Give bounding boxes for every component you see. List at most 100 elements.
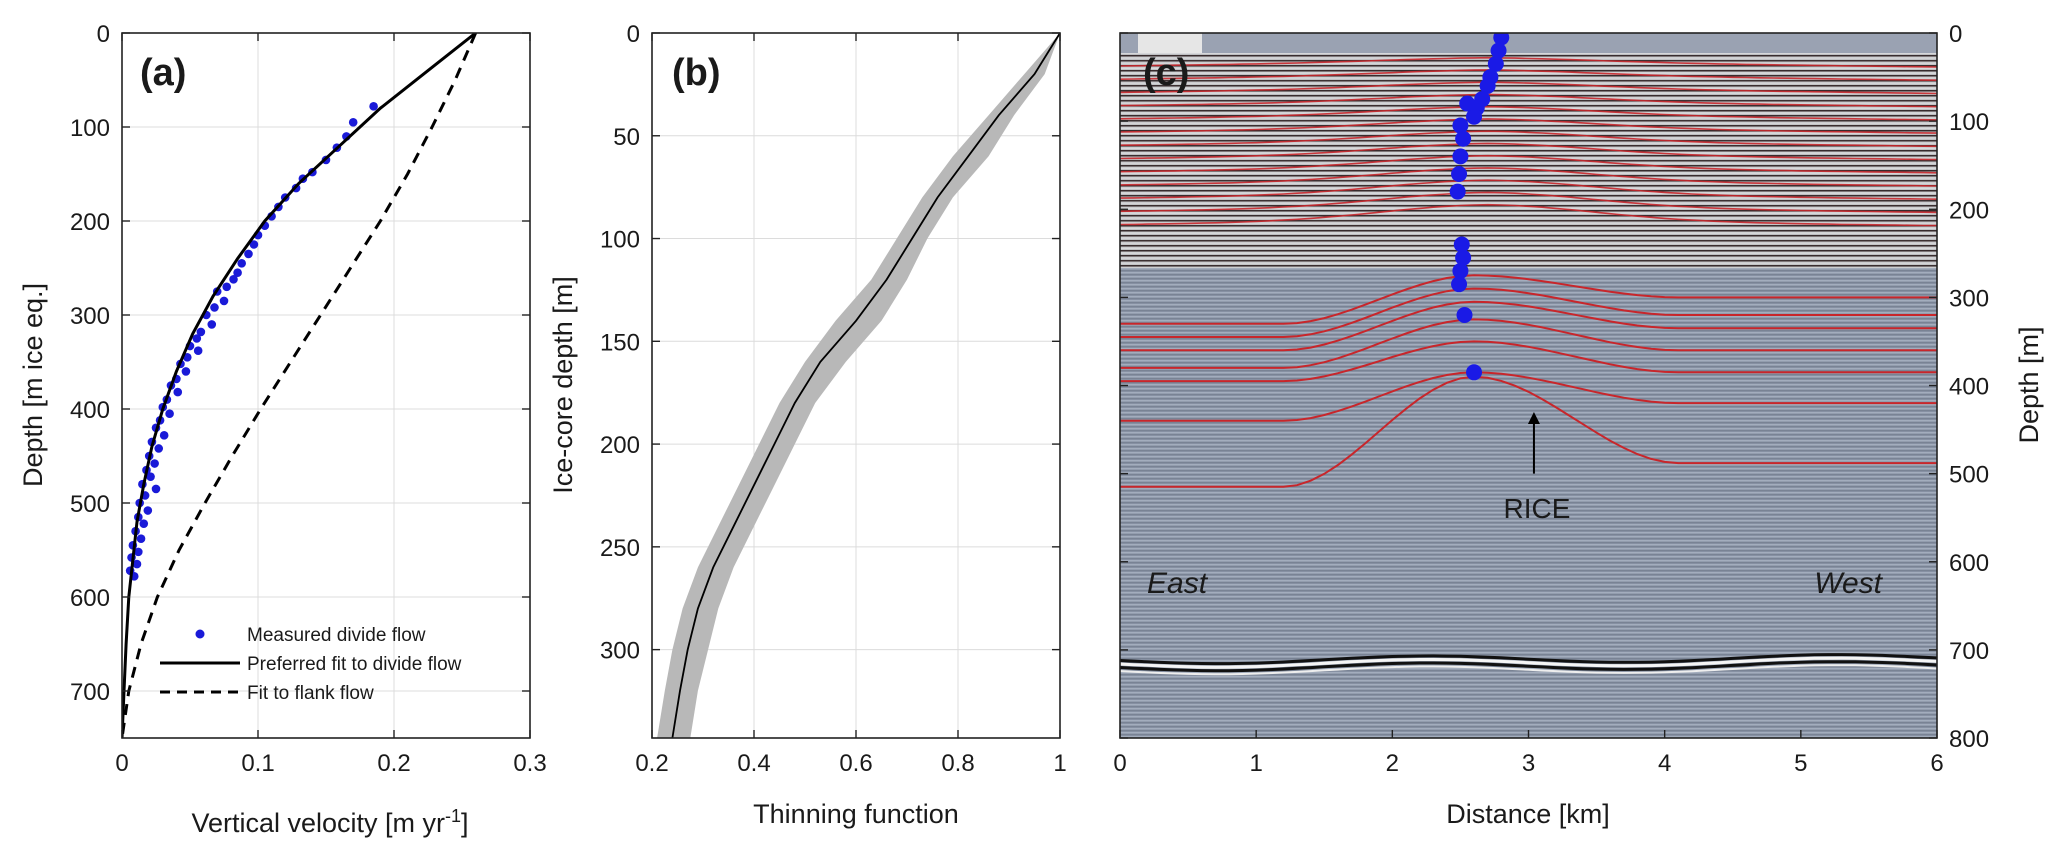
flow-marker [1490,42,1507,59]
scatter-point [229,274,238,284]
panel-b-ticks: 0.2 0.4 0.6 0.8 1 0 50 100 150 200 250 300 [600,21,1067,777]
tick-label-y: 300 [1949,285,1989,312]
tick-label-y: 300 [70,303,110,330]
scatter-point [134,547,143,557]
rice-arrow-head [1527,411,1540,424]
isochrone-upper [1120,167,1937,187]
panel-c: 0 1 2 3 4 5 6 0 100 200 300 400 500 600 700 800 (c) Eas… [1113,21,2044,829]
tick-label-y: 300 [600,638,640,665]
panel-a-ticks: 0 0.1 0.2 0.3 0 100 200 300 400 500 600 700 [70,21,547,777]
flow-marker [1466,364,1483,381]
panel-a-grid [121,32,531,738]
tick-label-x: 3 [1522,750,1535,777]
scatter-point [233,268,242,278]
tick-label-x: 1 [1053,750,1066,777]
annotation-rice: RICE [1504,493,1571,524]
panel-c-xlabel: Distance [km] [1446,799,1610,829]
panel-a-xlabel-main: Vertical velocity [m yr [191,808,445,838]
panel-a-xlabel-end: ] [461,808,469,838]
flow-marker [1449,183,1466,200]
panel-a-legend: Measured divide flow Preferred fit to di… [160,625,462,704]
flow-marker [1459,95,1476,112]
isochrone-upper [1120,81,1937,95]
radargram-bed-reflection [1120,653,1937,676]
flow-marker [1455,249,1472,266]
legend-label-preferred: Preferred fit to divide flow [247,654,462,675]
tick-label-y: 700 [1949,638,1989,665]
flow-marker [1451,276,1468,293]
panel-a-label: (a) [140,52,186,94]
tick-label-y: 600 [70,585,110,612]
scatter-point [237,259,246,268]
tick-label-y: 100 [70,115,110,142]
panel-b-grid [651,32,1061,738]
legend-label-flank: Fit to flank flow [247,683,374,704]
scatter-point [182,353,192,362]
flow-marker [1456,307,1473,323]
isochrone-upper [1120,118,1937,134]
radargram-top-highlight [1138,33,1202,53]
scatter-point [154,444,164,453]
isochrone-upper [1120,105,1937,121]
tick-label-y: 50 [613,124,640,151]
flow-marker [1452,117,1469,134]
tick-label-y: 0 [1949,21,1962,48]
panel-c-ticks: 0 1 2 3 4 5 6 0 100 200 300 400 500 600 700 800 [1113,21,1989,777]
tick-label-y: 200 [70,209,110,236]
tick-label-x: 0.2 [377,750,410,777]
scatter-point [348,118,358,127]
tick-label-x: 5 [1794,750,1807,777]
tick-label-y: 200 [1949,197,1989,224]
tick-label-x: 0 [1113,750,1126,777]
tick-label-x: 0.1 [241,750,274,777]
tick-label-y: 800 [1949,726,1989,753]
tick-label-y: 150 [600,329,640,356]
thinning-line [671,33,1060,738]
isochrone-deep [1120,318,1937,369]
tick-label-y: 500 [1949,462,1989,489]
panel-b-label: (b) [672,52,721,94]
scatter-point [143,506,153,515]
flow-marker [1479,77,1496,94]
tick-label-y: 500 [70,491,110,518]
tick-label-y: 100 [1949,109,1989,136]
scatter-point [207,320,217,329]
isochrone-upper [1120,203,1937,227]
panel-c-ylabel: Depth [m] [2014,326,2044,443]
isochrone-upper [1120,191,1937,214]
tick-label-y: 0 [97,21,110,48]
bed-reflection-line [1120,664,1937,676]
scatter-point [193,346,203,356]
radargram-flow-markers [1449,33,1510,381]
panel-b-xlabel: Thinning function [753,799,959,829]
isochrone-deep [1120,371,1937,422]
panel-a-background [122,33,530,738]
flow-marker [1455,130,1472,147]
isochrone-upper [1120,130,1937,148]
isochrone-upper [1120,93,1937,108]
panel-a-xlabel: Vertical velocity [m yr-1] [191,806,468,838]
tick-label-x: 2 [1386,750,1399,777]
rice-arrow [1527,411,1540,474]
radargram-top-strip [1120,33,1937,53]
isochrone-upper [1120,56,1937,68]
tick-label-y: 200 [600,432,640,459]
isochrone-upper [1120,179,1937,200]
tick-label-x: 1 [1249,750,1262,777]
isochrone-upper [1120,142,1937,161]
scatter-point [139,519,149,528]
tick-label-x: 0.3 [513,750,546,777]
tick-label-x: 0 [115,750,128,777]
isochrone-deep [1120,375,1937,488]
flow-marker [1452,262,1469,279]
scatter-point [136,534,146,544]
annotation-west: West [1814,567,1883,600]
scatter-point [369,102,378,111]
panel-b: 0.2 0.4 0.6 0.8 1 0 50 100 150 200 250 300 (b) Ice-… [548,21,1067,829]
scatter-point [146,472,155,481]
tick-label-x: 0.2 [635,750,668,777]
tick-label-x: 6 [1930,750,1943,777]
isochrone-deep [1120,287,1937,338]
uncertainty-band [657,33,1060,738]
